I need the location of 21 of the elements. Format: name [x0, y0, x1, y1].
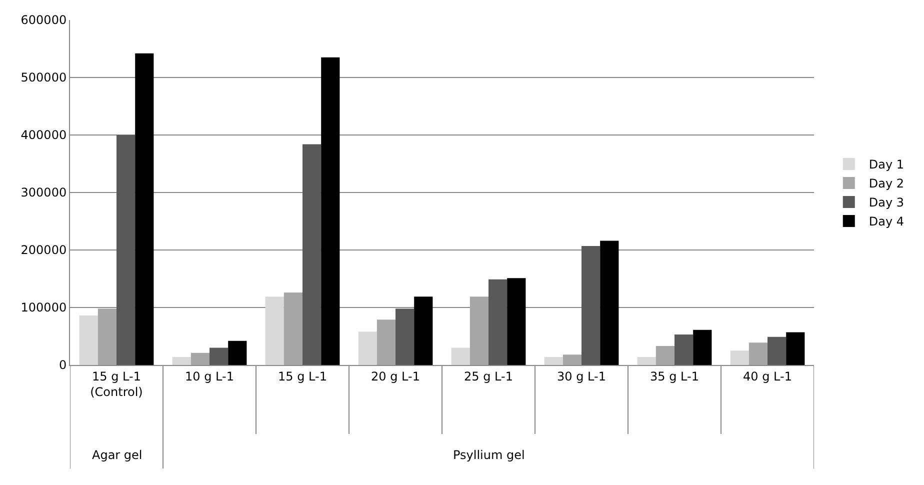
- x-tick-label: 10 g L-1: [185, 369, 234, 384]
- y-tick-label: 500000: [20, 70, 67, 85]
- y-tick-label: 0: [58, 358, 67, 372]
- legend-label: Day 3: [868, 196, 904, 210]
- legend-label: Day 1: [868, 158, 904, 172]
- x-tick-label: 40 g L-1: [743, 369, 792, 384]
- y-tick-label: 300000: [20, 186, 67, 200]
- x-tick-label: 20 g L-1: [371, 369, 420, 384]
- text: Psyllium gel: [453, 448, 525, 462]
- legend-label: Day 4: [868, 214, 904, 229]
- x-tick-label: 15 g L-1 (Control): [90, 369, 143, 399]
- y-tick-label: 400000: [20, 128, 67, 142]
- x-tick-label: 30 g L-1: [557, 369, 606, 384]
- y-tick-label: 600000: [20, 13, 67, 28]
- text: Agar gel: [92, 448, 142, 462]
- x-tick-label: 15 g L-1: [278, 369, 327, 384]
- y-tick-label: 200000: [20, 243, 67, 258]
- y-tick-label: 100000: [20, 300, 67, 315]
- legend-label: Day 2: [868, 176, 904, 191]
- x-tick-label: 35 g L-1: [650, 369, 699, 384]
- x-tick-label: 25 g L-1: [464, 369, 513, 384]
